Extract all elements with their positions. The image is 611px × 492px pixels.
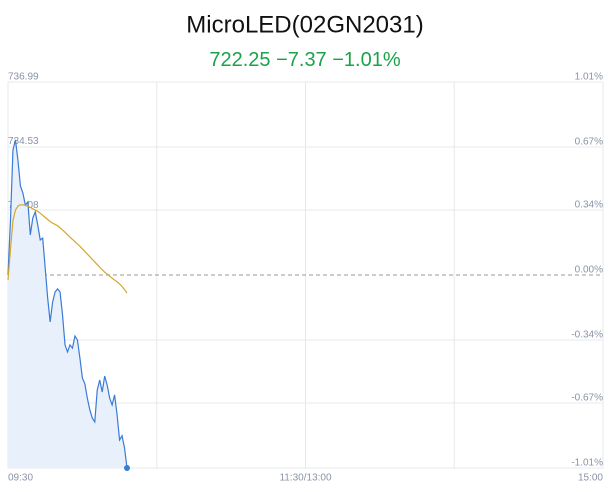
- line: [7, 139, 128, 469]
- y-tick-label: 736.99: [8, 72, 39, 83]
- y2-tick-label: 0.00%: [575, 265, 603, 276]
- y2-tick-label: 0.34%: [575, 200, 603, 211]
- area: [8, 139, 127, 468]
- y2-tick-label: 1.01%: [575, 72, 603, 83]
- plot: 09:3011:30/13:0015:00722.25724.71727.167…: [7, 72, 604, 484]
- y2-tick-label: -0.67%: [571, 393, 603, 404]
- x-tick-label: 15:00: [578, 473, 603, 484]
- x-tick-label: 11:30/13:00: [279, 473, 332, 484]
- y-tick-label: 734.53: [8, 136, 39, 147]
- quote: 722.25 −7.37 −1.01%: [209, 49, 401, 71]
- last-point: [124, 465, 130, 471]
- line: [7, 204, 128, 294]
- y2-tick-label: 0.67%: [575, 137, 603, 148]
- price: 722.25: [209, 49, 270, 71]
- chart-title: MicroLED(02GN2031): [186, 11, 423, 38]
- change-pct: −1.01%: [332, 49, 401, 71]
- y2-tick-label: -0.34%: [571, 330, 603, 341]
- y2-tick-label: -1.01%: [571, 458, 603, 469]
- x-tick-label: 09:30: [8, 473, 33, 484]
- change: −7.37: [276, 49, 327, 71]
